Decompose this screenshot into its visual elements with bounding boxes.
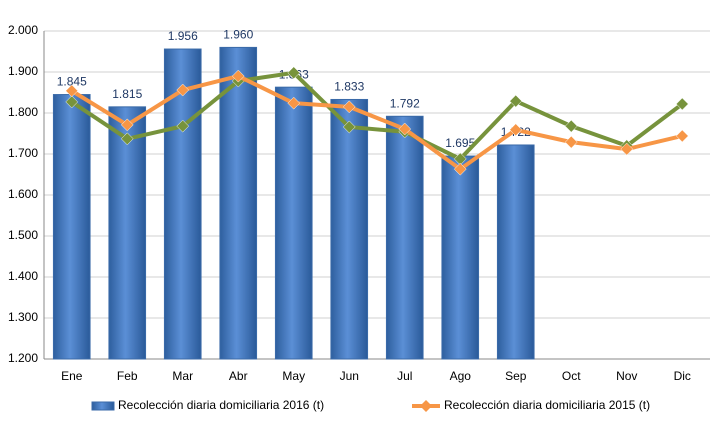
line <box>70 74 683 172</box>
y-tick-label: 1.900 <box>8 64 38 78</box>
y-tick-label: 1.700 <box>8 146 38 160</box>
line <box>70 70 684 161</box>
bar <box>330 98 369 360</box>
marker <box>231 69 245 83</box>
y-tick-label: 1.200 <box>8 351 38 365</box>
marker <box>453 162 467 176</box>
bar <box>163 48 202 360</box>
data-label: 1.792 <box>390 96 420 110</box>
data-label: 1.833 <box>334 80 364 94</box>
data-label: 1.695 <box>445 136 475 150</box>
x-tick-label: Abr <box>229 369 248 383</box>
marker <box>509 94 523 108</box>
y-tick-label: 2.000 <box>8 23 38 37</box>
x-tick-label: Sep <box>505 369 527 383</box>
marker <box>342 120 356 134</box>
data-label: 1.815 <box>112 87 142 101</box>
bar <box>108 106 147 360</box>
y-tick-label: 1.800 <box>8 105 38 119</box>
bar <box>496 144 535 360</box>
y-tick-label: 1.500 <box>8 228 38 242</box>
marker <box>287 96 301 110</box>
x-tick-label: May <box>282 369 305 383</box>
data-label: 1.956 <box>168 29 198 43</box>
x-tick-label: Feb <box>117 369 138 383</box>
x-tick-label: Jul <box>397 369 412 383</box>
bar <box>274 86 313 360</box>
data-label: 1.845 <box>57 75 87 89</box>
marker <box>342 100 356 114</box>
legend-label: Recolección diaria domiciliaria 2015 (t) <box>444 398 650 412</box>
x-tick-label: Mar <box>172 369 193 383</box>
x-tick-label: Dic <box>674 369 691 383</box>
data-label: 1.960 <box>223 28 253 42</box>
marker <box>176 83 190 97</box>
marker <box>176 119 190 133</box>
marker <box>509 123 523 137</box>
marker <box>120 132 134 146</box>
legend-swatch <box>91 401 115 411</box>
marker <box>675 97 689 111</box>
marker <box>65 84 79 98</box>
x-tick-label: Nov <box>616 369 637 383</box>
marker <box>398 122 412 136</box>
y-tick-label: 1.600 <box>8 187 38 201</box>
marker <box>287 66 301 80</box>
marker <box>564 119 578 133</box>
bar <box>219 46 258 360</box>
y-tick-label: 1.400 <box>8 269 38 283</box>
y-tick-label: 1.300 <box>8 310 38 324</box>
marker <box>564 135 578 149</box>
legend-label: Recolección diaria domiciliaria 2016 (t) <box>118 398 324 412</box>
legend-marker <box>420 400 432 412</box>
x-tick-label: Ene <box>61 369 83 383</box>
marker <box>120 118 134 132</box>
marker <box>620 142 634 156</box>
x-tick-label: Oct <box>562 369 581 383</box>
marker <box>65 95 79 109</box>
bar <box>385 115 424 360</box>
x-tick-label: Jun <box>340 369 359 383</box>
bar <box>441 155 480 360</box>
marker <box>675 129 689 143</box>
bar <box>52 94 91 360</box>
x-tick-label: Ago <box>450 369 472 383</box>
